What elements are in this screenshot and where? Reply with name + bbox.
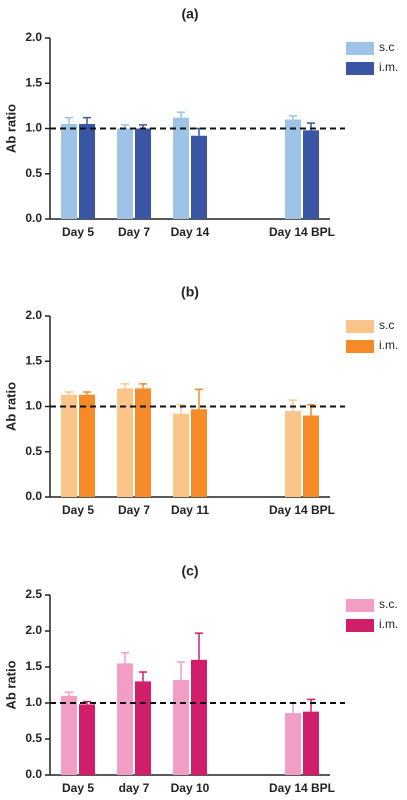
bar <box>135 681 151 775</box>
x-tick-label: Day 10 <box>171 781 210 795</box>
x-tick-label: Day 14 BPL <box>269 503 335 517</box>
chart-title: (c) <box>181 563 198 579</box>
y-tick-label: 1.0 <box>25 399 42 413</box>
y-tick-label: 0.5 <box>25 731 42 745</box>
error-bar <box>83 391 91 395</box>
y-tick-label: 0.5 <box>25 444 42 458</box>
x-tick-label: Day 7 <box>118 503 150 517</box>
error-bar <box>121 651 129 664</box>
y-tick-label: 0.5 <box>25 166 42 180</box>
x-tick-label: Day 5 <box>62 225 94 239</box>
y-tick-label: 1.5 <box>25 659 42 673</box>
x-tick-label: Day 5 <box>62 503 94 517</box>
bar <box>79 123 95 219</box>
bar <box>61 394 77 497</box>
bar <box>285 411 301 497</box>
error-bar <box>195 632 203 660</box>
error-bar <box>195 127 203 136</box>
bar <box>117 663 133 775</box>
error-bar <box>65 391 73 395</box>
y-tick-label: 2.5 <box>25 587 42 601</box>
error-bar <box>121 383 129 389</box>
bar <box>79 704 95 775</box>
y-tick-label: 2.0 <box>25 623 42 637</box>
y-tick-label: 1.0 <box>25 121 42 135</box>
chart-title: (b) <box>181 284 199 300</box>
bar <box>303 130 319 219</box>
error-bar <box>139 671 147 682</box>
y-axis-label: Ab ratio <box>3 104 18 153</box>
error-bar <box>65 116 73 124</box>
x-tick-label: Day 5 <box>62 781 94 795</box>
legend-label: s.c <box>379 40 394 54</box>
bar <box>61 695 77 775</box>
x-tick-label: Day 14 BPL <box>269 781 335 795</box>
legend-swatch <box>346 340 374 353</box>
legend-label: i.m. <box>379 617 398 631</box>
legend-swatch <box>346 599 374 612</box>
y-tick-label: 0.0 <box>25 489 42 503</box>
bar <box>303 711 319 775</box>
error-bar <box>307 698 315 712</box>
bar <box>117 388 133 497</box>
error-bar <box>65 691 73 696</box>
y-axis-label: Ab ratio <box>3 660 18 709</box>
y-tick-label: 1.5 <box>25 353 42 367</box>
x-tick-label: Day 11 <box>171 503 209 517</box>
legend-label: s.c <box>379 318 394 332</box>
error-bar <box>289 702 297 714</box>
y-tick-label: 1.0 <box>25 695 42 709</box>
x-tick-label: Day 14 <box>171 225 210 239</box>
legend-swatch <box>346 619 374 632</box>
error-bar <box>177 661 185 680</box>
bar <box>303 415 319 497</box>
legend-label: i.m. <box>379 60 398 74</box>
chart-title: (a) <box>181 6 198 22</box>
x-tick-label: day 7 <box>119 781 150 795</box>
bar <box>191 659 207 775</box>
legend-swatch <box>346 320 374 333</box>
legend-swatch <box>346 62 374 75</box>
y-axis-label: Ab ratio <box>3 382 18 431</box>
error-bar <box>289 115 297 120</box>
legend-label: i.m. <box>379 338 398 352</box>
error-bar <box>83 700 91 705</box>
bar <box>173 679 189 775</box>
bar <box>135 128 151 219</box>
bar <box>79 394 95 497</box>
error-bar <box>83 116 91 124</box>
y-tick-label: 2.0 <box>25 30 42 44</box>
y-tick-label: 0.0 <box>25 767 42 781</box>
error-bar <box>139 383 147 389</box>
bar <box>285 119 301 219</box>
legend-swatch <box>346 42 374 55</box>
y-tick-label: 1.5 <box>25 75 42 89</box>
bar <box>191 409 207 497</box>
x-tick-label: Day 7 <box>118 225 150 239</box>
y-tick-label: 0.0 <box>25 211 42 225</box>
bar <box>285 713 301 775</box>
bar <box>173 413 189 497</box>
x-tick-label: Day 14 BPL <box>269 225 335 239</box>
bar <box>173 117 189 219</box>
y-tick-label: 2.0 <box>25 308 42 322</box>
error-bar <box>195 388 203 410</box>
bar <box>135 388 151 497</box>
bar <box>61 123 77 219</box>
bar <box>191 135 207 219</box>
legend-label: s.c. <box>379 597 398 611</box>
error-bar <box>177 111 185 118</box>
bar <box>117 128 133 219</box>
